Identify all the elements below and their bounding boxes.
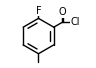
Text: F: F xyxy=(36,6,41,16)
Text: Cl: Cl xyxy=(71,17,80,27)
Text: O: O xyxy=(58,7,66,17)
